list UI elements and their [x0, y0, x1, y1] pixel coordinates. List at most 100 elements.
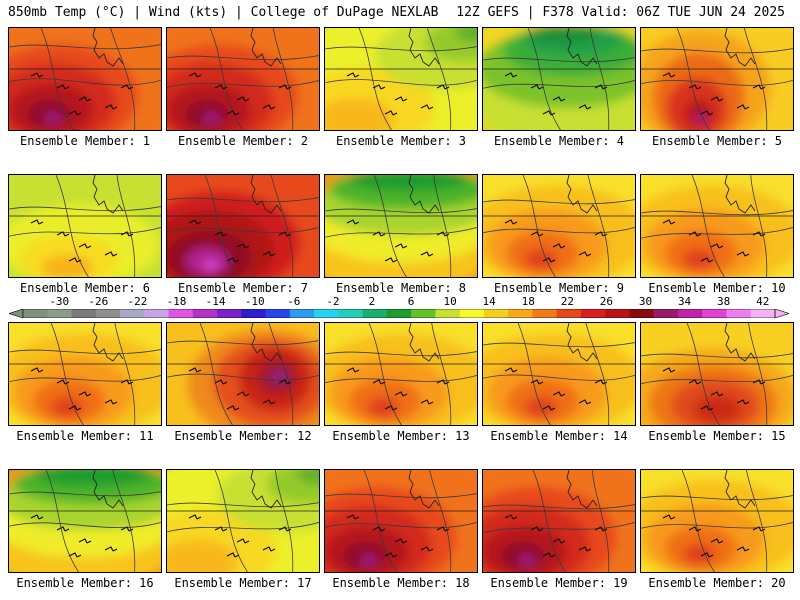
wind-barb — [504, 219, 518, 225]
wind-barb — [384, 552, 398, 558]
wind-barbs — [662, 219, 766, 263]
wind-barb — [504, 514, 518, 520]
height-contour-line — [641, 48, 793, 54]
temperature-shading — [325, 470, 477, 572]
temperature-shading — [9, 175, 161, 277]
coastline — [92, 175, 124, 214]
height-contour-line — [9, 491, 161, 497]
wind-barb — [236, 243, 250, 249]
height-contour-line — [686, 323, 721, 425]
height-contour-line — [585, 323, 610, 425]
temperature-map — [8, 469, 162, 573]
height-contour-line — [750, 175, 768, 277]
height-contour-line — [167, 197, 319, 203]
wind-barb — [30, 219, 44, 225]
height-contour-line — [591, 470, 610, 572]
temperature-map — [324, 174, 478, 278]
height-contour-line — [325, 79, 477, 86]
ensemble-member-panel: Ensemble Member: 14 — [482, 322, 636, 443]
wind-barb — [688, 379, 702, 385]
temperature-contour-region — [367, 397, 399, 417]
height-contour-line — [483, 504, 635, 510]
height-contours — [325, 28, 477, 130]
colorbar-tick-label: 18 — [521, 295, 535, 308]
temperature-contour-region — [529, 28, 597, 44]
wind-barb — [104, 104, 118, 110]
map-field — [483, 323, 635, 425]
wind-barb — [68, 405, 82, 411]
wind-barb — [384, 405, 398, 411]
colorbar-high-extension — [774, 309, 789, 318]
wind-barb — [736, 251, 750, 257]
wind-barbs — [346, 367, 450, 411]
wind-barb — [688, 84, 702, 90]
temperature-map — [8, 322, 162, 426]
wind-barb — [710, 391, 724, 397]
height-contour-line — [40, 28, 75, 130]
wind-barbs — [346, 219, 450, 263]
wind-barb — [30, 72, 44, 78]
coastline — [408, 175, 440, 214]
colorbar-swatch — [192, 309, 218, 318]
colorbar-swatch — [71, 309, 97, 318]
wind-barbs — [188, 219, 292, 263]
wind-barb — [68, 552, 82, 558]
coastline — [408, 28, 440, 67]
wind-barb — [120, 84, 134, 90]
colorbar-swatch — [726, 309, 752, 318]
height-contour-line — [429, 470, 452, 572]
wind-barb — [384, 110, 398, 116]
colorbar-swatch — [217, 309, 242, 318]
wind-barb — [420, 104, 434, 110]
colorbar-tick-label: -14 — [205, 295, 226, 308]
height-contour-line — [483, 342, 635, 348]
wind-barb — [552, 243, 566, 249]
temperature-map — [640, 469, 794, 573]
height-contour-line — [427, 28, 452, 130]
temperature-map — [482, 469, 636, 573]
height-contour-line — [587, 175, 610, 277]
height-contour-line — [589, 28, 610, 130]
wind-barb — [56, 84, 70, 90]
map-field — [325, 470, 477, 572]
height-contours — [641, 175, 793, 277]
temperature-map — [640, 174, 794, 278]
height-contours — [325, 470, 477, 572]
wind-barb — [226, 257, 240, 263]
ensemble-member-panel: Ensemble Member: 11 — [8, 322, 162, 443]
wind-barb — [542, 552, 556, 558]
wind-barb — [188, 514, 202, 520]
wind-barb — [236, 538, 250, 544]
colorbar-swatch — [144, 309, 169, 318]
wind-barb — [104, 399, 118, 405]
map-field — [641, 175, 793, 277]
height-contour-line — [9, 349, 161, 355]
wind-barbs — [346, 514, 450, 558]
coastline — [250, 470, 282, 509]
wind-barb — [104, 251, 118, 257]
coastline — [724, 175, 756, 214]
colorbar-swatch — [459, 309, 485, 318]
height-contour-line — [641, 521, 793, 529]
colorbar-tick-label: 38 — [717, 295, 731, 308]
wind-barb — [530, 84, 544, 90]
ensemble-member-panel: Ensemble Member: 17 — [166, 469, 320, 590]
height-contours — [9, 28, 161, 130]
height-contour-line — [527, 28, 562, 130]
colorbar-tick-label: 22 — [560, 295, 574, 308]
map-field — [325, 28, 477, 130]
temperature-contour-region — [693, 395, 741, 423]
wind-barb — [736, 546, 750, 552]
wind-barb — [78, 538, 92, 544]
colorbar-swatch — [653, 309, 679, 318]
wind-barb — [236, 391, 250, 397]
wind-barb — [278, 84, 292, 90]
colorbar-swatch — [532, 309, 557, 318]
temperature-contour-region — [683, 249, 715, 269]
temperature-map — [482, 322, 636, 426]
height-contours — [641, 470, 793, 572]
height-contours — [9, 175, 161, 277]
map-field — [483, 28, 635, 130]
temperature-map — [640, 27, 794, 131]
map-field — [9, 175, 161, 277]
